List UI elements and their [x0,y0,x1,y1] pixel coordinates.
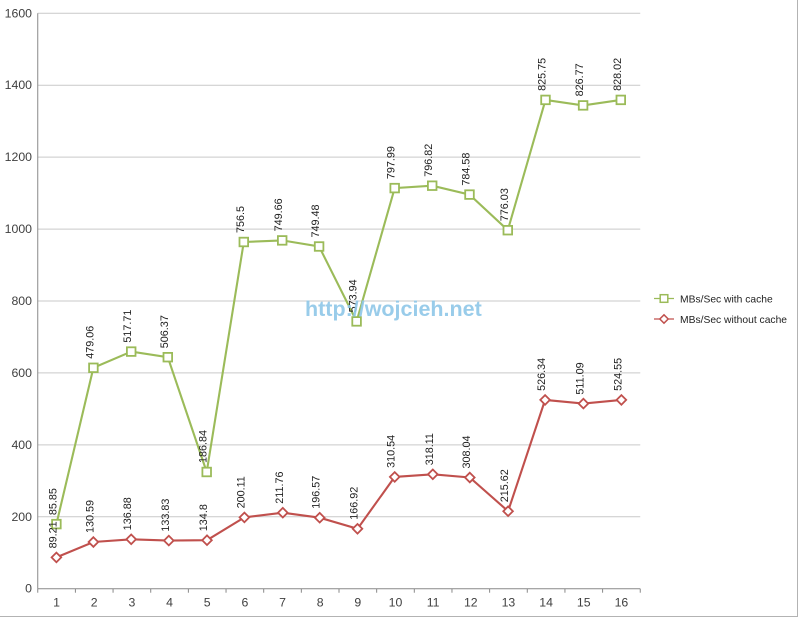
svg-text:134.8: 134.8 [198,504,210,531]
svg-text:308.04: 308.04 [461,435,473,468]
svg-text:1000: 1000 [5,222,33,236]
svg-text:7: 7 [279,596,286,610]
svg-text:8: 8 [317,596,324,610]
svg-text:310.54: 310.54 [386,435,398,468]
svg-text:11: 11 [427,596,440,610]
svg-text:1400: 1400 [5,78,33,92]
svg-text:318.11: 318.11 [424,433,436,465]
svg-text:797.99: 797.99 [386,146,398,179]
svg-text:MBs/Sec with cache: MBs/Sec with cache [680,294,773,305]
svg-text:89.21: 89.21 [47,521,59,548]
svg-text:3: 3 [128,596,135,610]
svg-text:1200: 1200 [5,150,33,164]
svg-text:85.85: 85.85 [47,488,59,515]
svg-text:14: 14 [539,596,553,610]
svg-text:511.09: 511.09 [574,362,586,394]
svg-text:130.59: 130.59 [84,500,96,533]
svg-text:776.03: 776.03 [499,188,511,221]
svg-text:1600: 1600 [5,6,33,20]
svg-text:166.92: 166.92 [349,487,361,520]
svg-text:196.57: 196.57 [311,476,323,509]
svg-text:6: 6 [241,596,248,610]
svg-text:400: 400 [11,438,32,452]
svg-text:749.48: 749.48 [310,204,322,237]
svg-text:MBs/Sec without cache: MBs/Sec without cache [680,315,787,326]
svg-text:13: 13 [502,596,516,610]
svg-text:133.83: 133.83 [160,499,172,532]
svg-text:526.34: 526.34 [536,358,548,391]
svg-text:0: 0 [25,582,32,596]
svg-text:796.82: 796.82 [423,144,435,177]
svg-text:2: 2 [91,596,98,610]
svg-text:5: 5 [204,596,211,610]
svg-text:784.58: 784.58 [461,153,473,186]
svg-text:756.5: 756.5 [235,206,247,233]
svg-text:749.66: 749.66 [273,198,285,231]
svg-text:215.62: 215.62 [499,469,511,502]
svg-text:828.02: 828.02 [612,58,624,91]
svg-text:825.75: 825.75 [537,58,549,91]
svg-text:16: 16 [615,596,629,610]
svg-text:211.76: 211.76 [274,471,286,503]
svg-text:12: 12 [464,596,478,610]
svg-text:4: 4 [166,596,173,610]
svg-text:15: 15 [577,596,591,610]
svg-text:800: 800 [11,294,32,308]
svg-text:9: 9 [354,596,361,610]
svg-text:600: 600 [11,366,32,380]
svg-text:517.71: 517.71 [122,310,134,343]
svg-text:1: 1 [53,596,60,610]
svg-text:186.84: 186.84 [198,430,210,463]
svg-text:136.88: 136.88 [122,497,134,530]
svg-text:524.55: 524.55 [612,358,624,391]
svg-text:506.37: 506.37 [159,315,171,348]
svg-text:http://wojcieh.net: http://wojcieh.net [305,297,482,321]
svg-text:200.11: 200.11 [235,476,247,508]
svg-text:826.77: 826.77 [574,63,586,96]
svg-text:10: 10 [389,596,403,610]
svg-text:200: 200 [11,510,32,524]
svg-text:479.06: 479.06 [84,326,96,359]
